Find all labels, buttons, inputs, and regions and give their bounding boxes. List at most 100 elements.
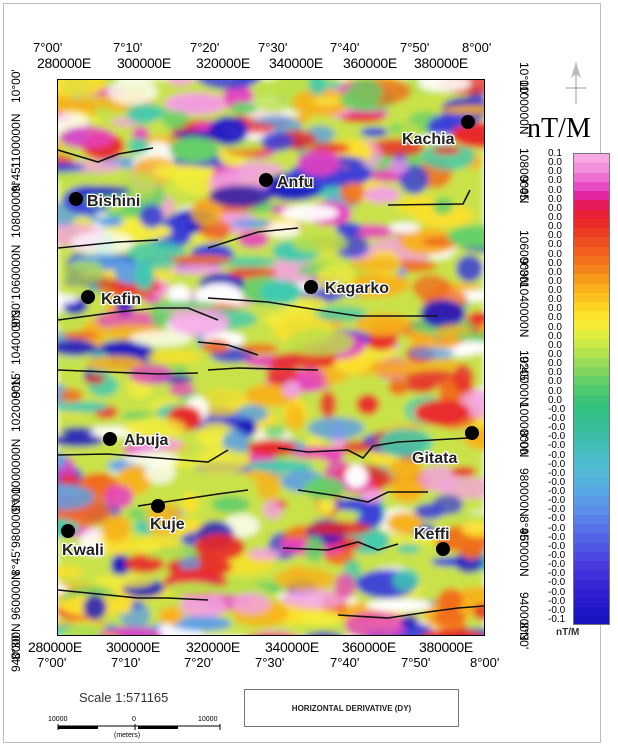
lineament-line [58, 589, 209, 601]
legend-color-cell [574, 339, 609, 349]
town-label: Anfu [277, 174, 313, 191]
town-label: Abuja [124, 432, 169, 449]
legend-color-cell [574, 218, 609, 228]
legend-label: -0.0 [548, 604, 566, 616]
left-ticks-label: 1020000N [9, 376, 23, 432]
town-marker[interactable]: Gitata [411, 426, 479, 468]
legend-label: 0.0 [548, 303, 562, 315]
town-marker[interactable]: Kwali [61, 524, 105, 560]
right-ticks-label: 1040000N [517, 282, 531, 338]
lineament-line [58, 147, 154, 163]
left-ticks-label: 940000N [9, 623, 23, 672]
left-ticks-label: 1080000N [9, 182, 23, 238]
legend-label: 0.0 [548, 376, 562, 388]
legend-color-cell [574, 533, 609, 543]
lineament-line [58, 307, 219, 321]
right-ticks-label: 960000N [517, 528, 531, 577]
town-marker[interactable]: Kuje [149, 499, 186, 534]
legend-color-cell [574, 477, 609, 487]
lineament-line [337, 605, 484, 619]
legend-label: 0.0 [548, 266, 562, 278]
town-label: Kafin [101, 291, 141, 308]
left-ticks-label: 960000N [9, 571, 23, 620]
bot-utm-label: 340000E [265, 639, 319, 655]
legend-label: -0.0 [548, 568, 566, 580]
bot-deg-label: 7°50' [401, 655, 431, 670]
town-dot [151, 499, 165, 513]
lineament-line [207, 297, 438, 317]
legend-label: 0.0 [548, 211, 562, 223]
legend-color-cell [574, 366, 609, 376]
bot-utm-label: 380000E [419, 639, 473, 655]
legend-color-cell [574, 450, 609, 460]
town-label: Gitata [412, 450, 457, 467]
legend-color-bar [573, 153, 610, 625]
legend-color-cell [574, 561, 609, 571]
legend-color-cell [574, 357, 609, 367]
legend-unit: nT/M [556, 627, 580, 638]
map-panel[interactable]: Kachia Anfu Bishini Kagarko Kafin Abuja Gitata… [57, 79, 485, 636]
legend-label: 0.0 [548, 294, 562, 306]
lineament-line [282, 541, 399, 551]
bot-deg-label: 8°00' [470, 655, 500, 670]
legend-label: -0.0 [548, 531, 566, 543]
town-marker[interactable]: Kagarko [304, 279, 391, 298]
top-deg-label: 8°00' [462, 40, 492, 55]
legend-color-cell [574, 172, 609, 182]
town-dot [304, 280, 318, 294]
legend-color-cell [574, 542, 609, 552]
top-utm-label: 300000E [117, 55, 171, 71]
town-label: Keffi [414, 526, 450, 543]
town-dot [61, 524, 75, 538]
legend-label: -0.0 [548, 476, 566, 488]
legend-label: 0.0 [548, 312, 562, 324]
legend-color-cell [574, 163, 609, 173]
scale-bar: 10000 0 10000 (meters) [48, 716, 221, 739]
lineament-line [58, 449, 229, 463]
town-marker[interactable]: Kafin [81, 290, 142, 309]
legend-label: 0.0 [548, 175, 562, 187]
right-ticks-label: 9°45' [517, 356, 531, 384]
right-ticks-label: 9°45' [517, 176, 531, 204]
legend-color-cell [574, 348, 609, 358]
legend-label: -0.0 [548, 412, 566, 424]
legend-color-cell [574, 246, 609, 256]
town-dot [436, 542, 450, 556]
town-marker[interactable]: Abuja [103, 431, 170, 450]
legend-color-cell [574, 579, 609, 589]
bot-deg-label: 7°00' [37, 655, 67, 670]
right-ticks-label: 980000N [517, 468, 531, 517]
top-deg-label: 7°10' [113, 40, 143, 55]
legend-label: 0.0 [548, 248, 562, 260]
north-arrow-icon [566, 62, 586, 104]
legend-label: -0.0 [548, 550, 566, 562]
legend-color-cell [574, 413, 609, 423]
legend-color-cell [574, 154, 609, 164]
legend-color-cell [574, 570, 609, 580]
town-marker[interactable]: Keffi [413, 525, 451, 556]
town-marker[interactable]: Bishini [69, 192, 142, 211]
top-utm-label: 380000E [414, 55, 468, 71]
lineament-line [297, 489, 428, 503]
legend-color-cell [574, 422, 609, 432]
map-title-box: HORIZONTAL DERIVATIVE (DY) [244, 689, 459, 727]
legend-label: -0.0 [548, 467, 566, 479]
legend-label: 0.0 [548, 157, 562, 169]
town-marker[interactable]: Anfu [259, 173, 315, 192]
legend-color-cell [574, 588, 609, 598]
right-ticks-label: 8°30' [517, 622, 531, 650]
scale-left-value: 10000 [48, 716, 68, 723]
legend-label: 0.0 [548, 349, 562, 361]
legend-label: 0.0 [548, 257, 562, 269]
legend-label: -0.0 [548, 595, 566, 607]
legend-color-cell [574, 616, 609, 624]
scale-mid-value: 0 [132, 716, 136, 723]
legend-label: 0.0 [548, 239, 562, 251]
scale-unit: (meters) [114, 732, 140, 739]
legend-color-cell [574, 283, 609, 293]
lineament-line [207, 367, 319, 371]
legend-label: 0.0 [548, 221, 562, 233]
town-marker[interactable]: Kachia [401, 115, 475, 149]
legend-label: 0.0 [548, 275, 562, 287]
legend-color-cell [574, 320, 609, 330]
